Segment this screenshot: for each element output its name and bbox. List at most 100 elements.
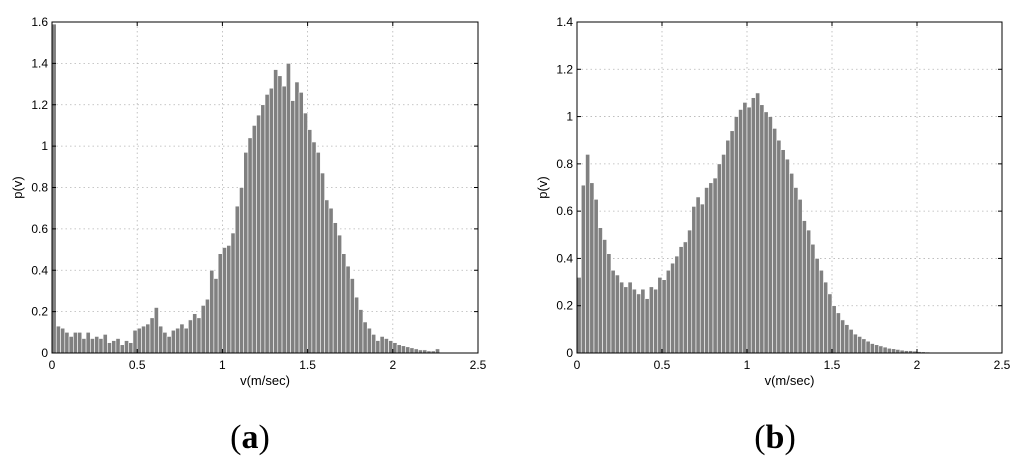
histogram-bar: [124, 340, 129, 354]
histogram-bar: [226, 245, 232, 354]
histogram-bar: [772, 128, 778, 354]
histogram-bar: [230, 232, 236, 354]
y-tick-label: 0: [566, 346, 573, 360]
histogram-bar: [891, 348, 897, 354]
y-tick-label: 0: [41, 346, 48, 360]
histogram-bar: [619, 281, 625, 354]
histogram-bar: [81, 338, 87, 354]
histogram-bar: [648, 286, 654, 354]
chart-b-axes-box: [576, 21, 1003, 354]
histogram-bar: [759, 104, 765, 354]
histogram-bar: [848, 329, 854, 354]
histogram-bar: [840, 319, 846, 354]
histogram-bar: [631, 288, 637, 354]
histogram-bar: [435, 348, 440, 354]
histogram-bar: [409, 347, 415, 354]
histogram-bar: [200, 305, 206, 354]
histogram-bar: [657, 277, 663, 354]
histogram-bar: [294, 81, 300, 354]
histogram-bar: [776, 139, 782, 354]
x-tick-label: 0: [49, 358, 56, 372]
histogram-bar: [281, 85, 287, 354]
histogram-bar: [222, 247, 227, 354]
histogram-bar: [273, 69, 279, 354]
histogram-bar: [349, 278, 355, 354]
histogram-bar: [55, 325, 61, 354]
histogram-bar: [695, 196, 701, 354]
histogram-bar: [614, 274, 620, 354]
histogram-bar: [704, 187, 710, 354]
histogram-bar: [682, 241, 688, 354]
histogram-bar: [767, 116, 773, 354]
histogram-bar: [307, 129, 313, 354]
histogram-bar: [205, 298, 210, 354]
y-tick-label: 0.6: [31, 222, 48, 236]
histogram-bar: [721, 154, 727, 354]
histogram-bar: [68, 336, 74, 354]
histogram-bar: [111, 340, 117, 354]
histogram-bar: [580, 184, 586, 354]
x-tick-label: 0.5: [129, 358, 146, 372]
y-tick-label: 1: [41, 139, 48, 153]
chart-b-bars: [576, 92, 931, 354]
histogram-bar: [362, 321, 368, 354]
histogram-bar: [661, 279, 667, 354]
histogram-bar: [332, 222, 338, 354]
histogram-bar: [311, 141, 317, 354]
histogram-bar: [298, 92, 304, 354]
histogram-bar: [158, 325, 164, 354]
histogram-bar: [810, 243, 816, 354]
histogram-bar: [606, 253, 612, 354]
histogram-bar: [366, 327, 372, 354]
histogram-bar: [392, 342, 398, 354]
y-tick-label: 0.4: [556, 251, 573, 265]
histogram-bar: [589, 182, 595, 354]
histogram-bar: [396, 344, 402, 354]
histogram-bar: [285, 63, 291, 354]
histogram-bar: [593, 199, 599, 354]
histogram-bar: [213, 278, 219, 354]
histogram-bar: [64, 332, 70, 354]
histogram-bar: [234, 205, 240, 354]
x-tick-label: 2: [389, 358, 396, 372]
y-tick-label: 0.8: [31, 181, 48, 195]
histogram-bar: [670, 262, 676, 354]
histogram-bar: [716, 163, 722, 354]
y-tick-label: 0.2: [31, 305, 48, 319]
histogram-bar: [823, 281, 829, 354]
histogram-bar: [115, 338, 121, 354]
x-tick-label: 1.5: [299, 358, 316, 372]
y-tick-label: 0.8: [556, 157, 573, 171]
histogram-bar: [375, 340, 381, 354]
histogram-bar: [674, 255, 680, 354]
histogram-bar: [738, 109, 744, 354]
histogram-bar: [844, 324, 850, 354]
histogram-bar: [98, 338, 104, 354]
histogram-bar: [102, 334, 108, 354]
chart-a-xlabel: v(m/sec): [240, 373, 290, 388]
histogram-bar: [60, 327, 66, 354]
histogram-bar: [797, 199, 803, 354]
histogram-bar: [192, 313, 198, 354]
histogram-bar: [90, 338, 95, 354]
histogram-bar: [268, 87, 274, 354]
histogram-bar: [85, 332, 91, 354]
histogram-bar: [742, 102, 748, 354]
histogram-bar: [153, 307, 159, 354]
chart-a: 0 0.5 1 1.5 2 2.5 0 0.2 0.4 0.6 0.8 1 1.2 1.4 1.6 v(m/…: [10, 15, 487, 456]
histogram-bar: [175, 327, 181, 354]
histogram-bar: [405, 346, 411, 354]
histogram-bar: [51, 23, 57, 354]
histogram-bar: [827, 293, 833, 354]
y-tick-label: 0.6: [556, 204, 573, 218]
histogram-bar: [712, 177, 718, 354]
histogram-bar: [818, 269, 824, 354]
x-tick-label: 1: [219, 358, 226, 372]
histogram-bar: [725, 139, 731, 354]
x-tick-label: 1.5: [824, 358, 841, 372]
histogram-bar: [303, 112, 308, 354]
y-tick-label: 1.2: [556, 62, 573, 76]
histogram-bar: [379, 336, 385, 354]
histogram-bar: [793, 187, 799, 354]
histogram-bar: [784, 158, 790, 354]
